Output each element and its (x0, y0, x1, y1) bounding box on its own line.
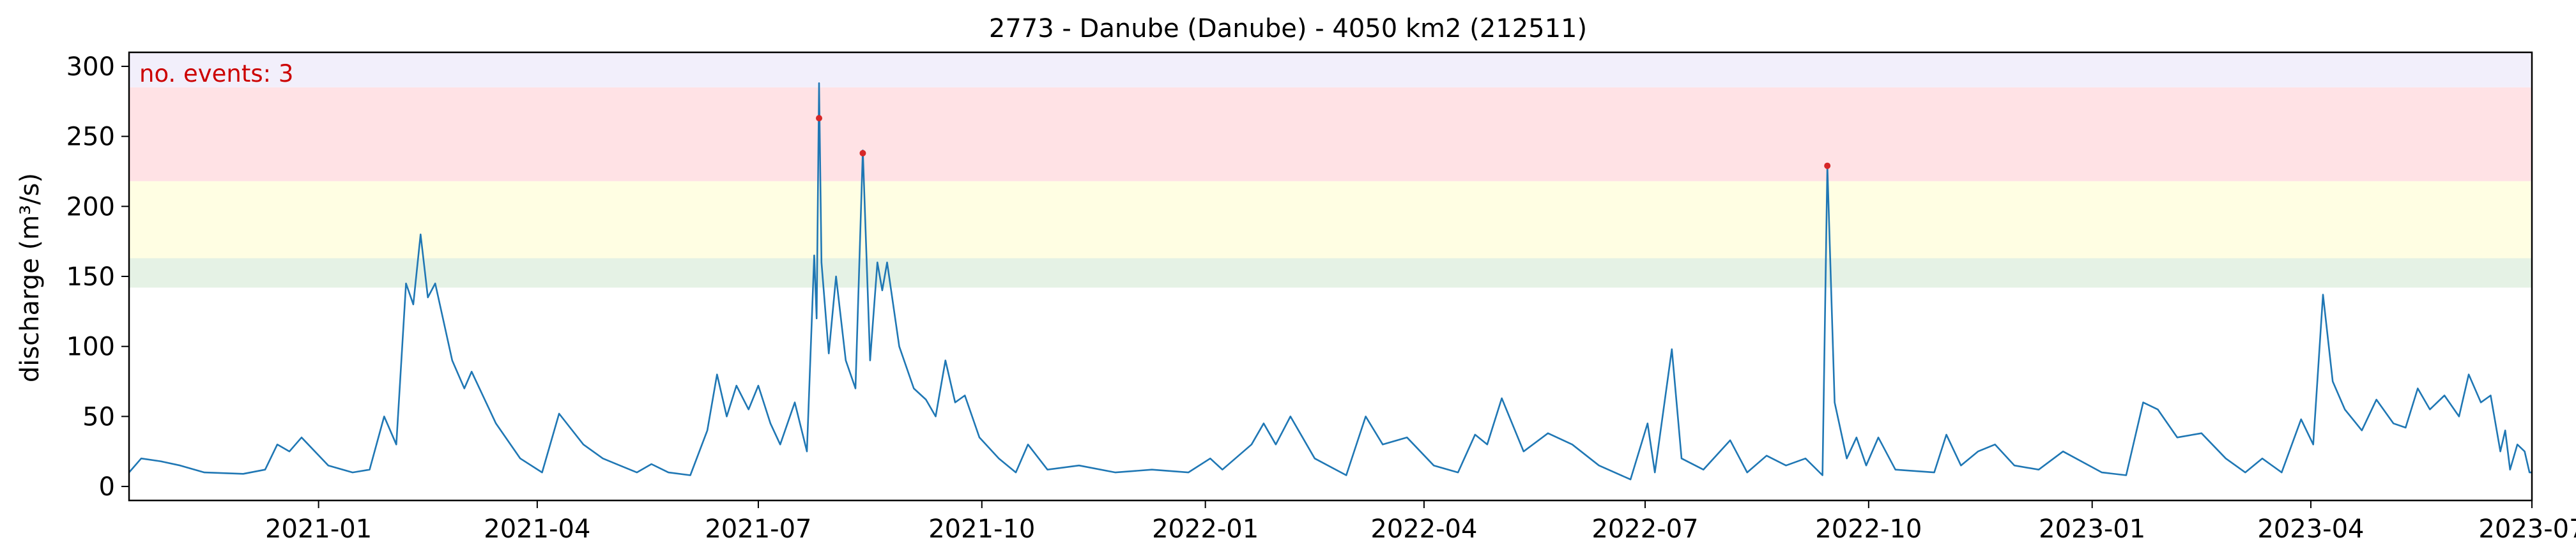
x-tick-label: 2023-01 (2039, 515, 2145, 544)
band-purple (129, 52, 2532, 87)
x-tick-label: 2021-04 (484, 515, 590, 544)
band-green (129, 258, 2532, 288)
x-tick-label: 2021-10 (928, 515, 1035, 544)
y-axis: 0 50 100 150 200 250 300 (66, 52, 129, 502)
threshold-bands (129, 52, 2532, 288)
y-tick-label: 200 (66, 192, 115, 222)
x-tick-label: 2023-04 (2257, 515, 2364, 544)
event-markers (816, 115, 1831, 169)
y-tick-label: 300 (66, 52, 115, 82)
band-yellow-band (129, 181, 2532, 259)
chart-title: 2773 - Danube (Danube) - 4050 km2 (21251… (989, 14, 1587, 43)
event-marker-1 (859, 149, 866, 156)
y-tick-label: 50 (82, 402, 115, 432)
series-line-0 (128, 82, 2532, 481)
band-red (129, 87, 2532, 181)
y-tick-label: 250 (66, 123, 115, 152)
x-tick-label: 2022-01 (1152, 515, 1259, 544)
x-tick-label: 2021-07 (705, 515, 811, 544)
event-marker-0 (816, 115, 823, 122)
y-tick-label: 150 (66, 262, 115, 292)
x-tick-label: 2023-07 (2478, 515, 2576, 544)
x-tick-label: 2022-07 (1591, 515, 1698, 544)
y-tick-label: 100 (66, 333, 115, 362)
x-axis: 2021-01 2021-04 2021-07 2021-10 2022-01 2022-… (265, 500, 2576, 544)
event-marker-2 (1824, 162, 1831, 169)
x-tick-label: 2022-04 (1370, 515, 1477, 544)
y-tick-label: 0 (99, 472, 115, 502)
events-annotation: no. events: 3 (139, 60, 293, 87)
y-axis-title: discharge (m³/s) (15, 173, 45, 382)
x-tick-label: 2022-10 (1815, 515, 1922, 544)
series-group (128, 82, 2532, 481)
x-tick-label: 2021-01 (265, 515, 372, 544)
